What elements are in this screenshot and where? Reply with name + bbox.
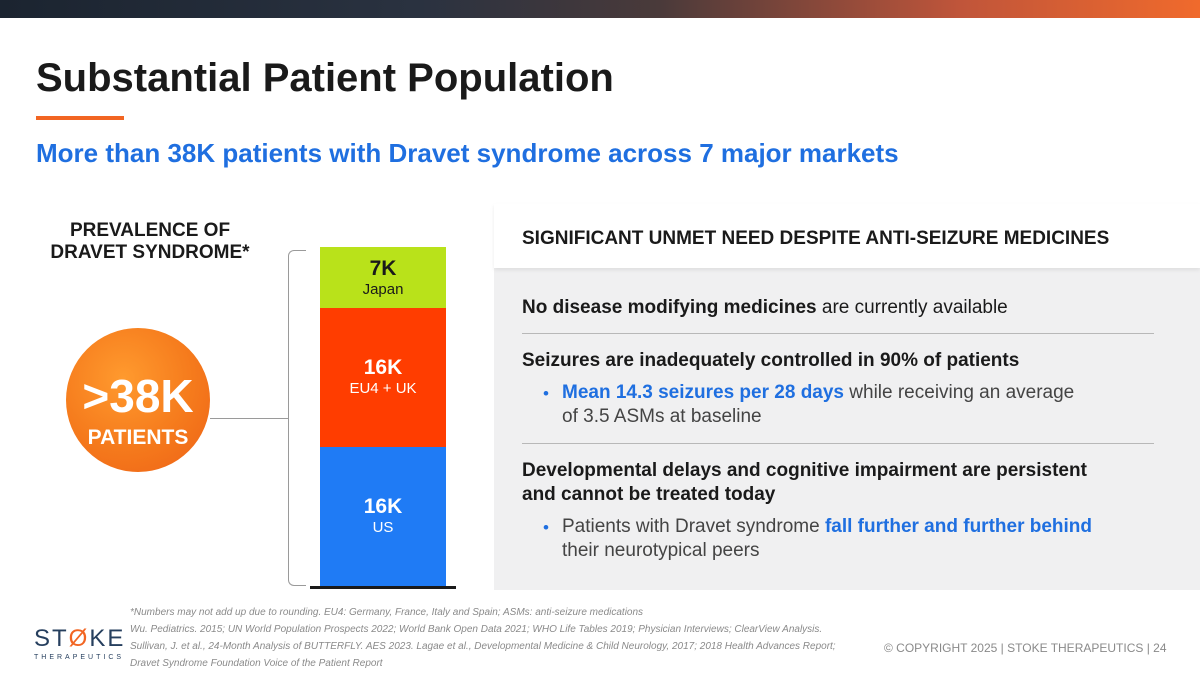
unmet-item-1-bold: No disease modifying medicines: [522, 297, 817, 318]
unmet-item-3-bullet-bold: fall further and further behind: [824, 516, 1093, 537]
bar-value-label: 16K: [363, 356, 403, 379]
total-patients-circle: >38K PATIENTS: [66, 328, 210, 472]
top-gradient-band: [0, 0, 1200, 18]
bar-value-label: 16K: [363, 495, 403, 518]
prevalence-heading-line2: DRAVET SYNDROME*: [50, 242, 250, 263]
unmet-item-3: Developmental delays and cognitive impai…: [522, 459, 1087, 507]
footnote-3: Sullivan, J. et al., 24-Month Analysis o…: [130, 641, 836, 652]
connector-line: [210, 418, 288, 419]
prevalence-heading: PREVALENCE OF DRAVET SYNDROME*: [20, 220, 280, 264]
copyright-footer: © COPYRIGHT 2025 | STOKE THERAPEUTICS | …: [884, 641, 1167, 655]
stoke-logo: STØKE THERAPEUTICS: [34, 625, 125, 661]
bullet-dot-2: •: [543, 518, 549, 537]
unmet-item-3-line1: Developmental delays and cognitive impai…: [522, 460, 1087, 481]
footnote-2: Wu. Pediatrics. 2015; UN World Populatio…: [130, 624, 823, 635]
total-patients-label: PATIENTS: [87, 426, 189, 449]
bullet-dot-1: •: [543, 384, 549, 403]
prevalence-heading-line1: PREVALENCE OF: [69, 220, 231, 241]
panel-heading: SIGNIFICANT UNMET NEED DESPITE ANTI-SEIZ…: [522, 228, 1110, 249]
stacked-bar-chart: 16K US 16K EU4 + UK 7K Japan: [320, 247, 446, 586]
unmet-item-3-line2: and cannot be treated today: [522, 484, 776, 505]
unmet-item-3-bullet-rest1: Patients with Dravet syndrome: [562, 516, 825, 537]
total-patients-value: >38K: [82, 370, 194, 422]
unmet-item-2-bullet-rest2: of 3.5 ASMs at baseline: [562, 406, 762, 427]
logo-wordmark-left: ST: [34, 625, 69, 652]
unmet-item-1-rest: are currently available: [816, 297, 1008, 318]
unmet-item-2-bullet-rest1: while receiving an average: [844, 382, 1075, 403]
footnote-4: Dravet Syndrome Foundation Voice of the …: [130, 658, 383, 669]
bar-segment-eu4-uk: 16K EU4 + UK: [320, 308, 446, 447]
unmet-item-2: Seizures are inadequately controlled in …: [522, 350, 1020, 371]
logo-wordmark-accent: Ø: [68, 625, 90, 652]
unmet-item-1: No disease modifying medicines are curre…: [522, 296, 1008, 320]
divider-2: [522, 443, 1154, 444]
page-title: Substantial Patient Population: [36, 56, 614, 100]
bar-segment-us: 16K US: [320, 447, 446, 586]
footnote-1: *Numbers may not add up due to rounding.…: [130, 607, 644, 618]
divider-1: [522, 333, 1154, 334]
bar-value-label: 7K: [369, 257, 397, 280]
bar-segment-japan: 7K Japan: [320, 247, 446, 308]
bar-category-label: US: [372, 519, 394, 536]
chart-baseline: [310, 586, 456, 589]
unmet-item-2-bullet-bold: Mean 14.3 seizures per 28 days: [562, 382, 844, 403]
logo-wordmark-right: KE: [89, 625, 126, 652]
unmet-item-3-bullet: Patients with Dravet syndrome fall furth…: [562, 515, 1152, 563]
title-underline: [36, 116, 124, 120]
bar-category-label: Japan: [362, 281, 404, 298]
unmet-item-2-bullet: Mean 14.3 seizures per 28 days while rec…: [562, 381, 1152, 429]
logo-wordmark: STØKE: [34, 625, 125, 653]
footnotes: *Numbers may not add up due to rounding.…: [130, 604, 850, 672]
bar-category-label: EU4 + UK: [349, 380, 417, 397]
unmet-need-panel: [494, 204, 1200, 590]
page-subtitle: More than 38K patients with Dravet syndr…: [36, 138, 899, 168]
bracket: [288, 250, 306, 586]
panel-header: [494, 204, 1200, 268]
unmet-item-3-bullet-rest2: their neurotypical peers: [562, 540, 760, 561]
logo-subtext: THERAPEUTICS: [34, 654, 125, 661]
